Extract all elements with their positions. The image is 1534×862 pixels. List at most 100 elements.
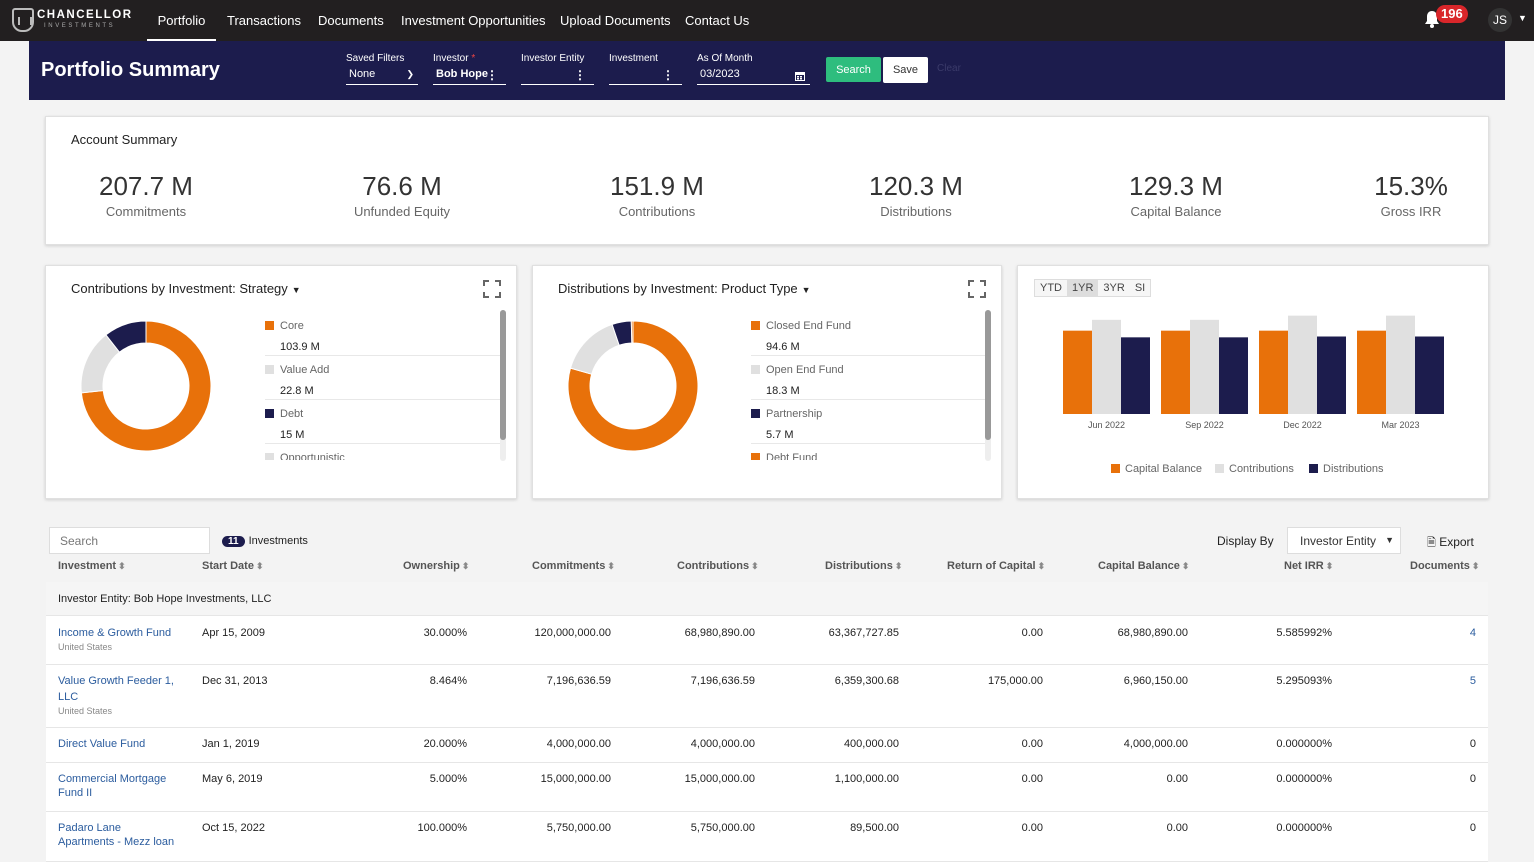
investment-search-input[interactable]: Search <box>49 527 210 554</box>
col-contributions[interactable]: Contributions ⬍ <box>677 560 759 572</box>
table-row[interactable]: Padaro Lane Apartments - Mezz loan Oct 15… <box>46 812 1488 862</box>
bar-contributions[interactable] <box>1386 315 1415 414</box>
chancellor-logo[interactable]: CHANCELLOR INVESTMENTS <box>12 8 132 34</box>
investment-link-cont[interactable]: Apartments - Mezz loan <box>58 836 175 848</box>
donut-slice-debt-fund[interactable] <box>630 320 634 344</box>
chevron-down-icon[interactable]: ▼ <box>1518 13 1527 23</box>
sort-icon[interactable]: ⬍ <box>607 561 615 571</box>
investment-link[interactable]: Income & Growth Fund <box>58 627 172 639</box>
more-options-icon[interactable]: ⋮ <box>574 68 586 82</box>
tab-ytd[interactable]: YTD <box>1035 280 1067 296</box>
export-button[interactable]: 🗎 Export <box>1427 534 1474 553</box>
bar-capital-balance[interactable] <box>1357 330 1386 414</box>
investment-link[interactable]: Padaro Lane <box>58 822 121 834</box>
bar-capital-balance[interactable] <box>1063 330 1092 414</box>
bar-capital-balance[interactable] <box>1259 330 1288 414</box>
display-by-select[interactable]: Investor Entity ▼ <box>1287 527 1401 554</box>
legend-item-partnership[interactable]: Partnership 5.7 M <box>751 400 991 444</box>
nav-contact-us[interactable]: Contact Us <box>685 13 750 28</box>
caret-down-icon[interactable]: ▼ <box>291 285 301 295</box>
col-investment[interactable]: Investment ⬍ <box>58 560 126 572</box>
table-row[interactable]: Direct Value Fund Jan 1, 2019 20.000% 4,… <box>46 728 1488 763</box>
bell-icon[interactable] <box>1424 10 1440 28</box>
col-return-of-capital[interactable]: Return of Capital ⬍ <box>947 560 1045 572</box>
legend-item-opportunistic[interactable]: Opportunistic <box>265 444 505 460</box>
tab-3yr[interactable]: 3YR <box>1098 280 1130 296</box>
investment-select[interactable]: Investment ⋮ <box>609 53 682 85</box>
documents-link[interactable]: 4 <box>1469 627 1476 639</box>
nav-documents[interactable]: Documents <box>318 13 384 28</box>
tab-1yr[interactable]: 1YR <box>1067 280 1099 296</box>
contributions-chart-title[interactable]: Contributions by Investment: Strategy ▼ <box>71 281 301 296</box>
legend-label[interactable]: Capital Balance <box>1125 463 1202 475</box>
sort-icon[interactable]: ⬍ <box>118 561 126 571</box>
col-capital-balance[interactable]: Capital Balance ⬍ <box>1098 560 1189 572</box>
legend-item-debt-fund[interactable]: Debt Fund <box>751 444 991 460</box>
more-options-icon[interactable]: ⋮ <box>662 68 674 82</box>
expand-icon[interactable] <box>968 280 986 298</box>
sort-icon[interactable]: ⬍ <box>1037 561 1046 571</box>
col-net-irr[interactable]: Net IRR ⬍ <box>1284 560 1333 572</box>
legend-item-core[interactable]: Core 103.9 M <box>265 312 505 356</box>
nav-upload-documents[interactable]: Upload Documents <box>560 13 671 28</box>
save-button[interactable]: Save <box>883 57 928 83</box>
user-avatar[interactable]: JS <box>1488 8 1512 32</box>
legend-label[interactable]: Distributions <box>1323 463 1384 475</box>
calendar-icon[interactable] <box>795 71 805 81</box>
investment-link[interactable]: Direct Value Fund <box>58 738 146 750</box>
donut-slice-debt[interactable] <box>105 320 147 353</box>
col-distributions[interactable]: Distributions ⬍ <box>825 560 902 572</box>
sort-icon[interactable]: ⬍ <box>461 561 470 571</box>
contributions-donut-chart[interactable] <box>76 316 216 456</box>
legend-scrollbar[interactable] <box>985 310 991 461</box>
col-commitments[interactable]: Commitments ⬍ <box>532 560 615 572</box>
nav-transactions[interactable]: Transactions <box>227 13 301 28</box>
distributions-chart-title[interactable]: Distributions by Investment: Product Typ… <box>558 281 811 296</box>
donut-slice-core[interactable] <box>80 320 212 452</box>
tab-si[interactable]: SI <box>1129 280 1151 296</box>
table-row[interactable]: Value Growth Feeder 1, LLC United States D… <box>46 665 1488 728</box>
sort-icon[interactable]: ⬍ <box>751 561 759 571</box>
legend-scrollbar[interactable] <box>500 310 506 461</box>
distributions-donut-chart[interactable] <box>563 316 703 456</box>
donut-slice-open-end-fund[interactable] <box>569 323 620 375</box>
bar-capital-balance[interactable] <box>1161 330 1190 414</box>
bar-contributions[interactable] <box>1092 319 1121 414</box>
search-button[interactable]: Search <box>826 57 881 82</box>
investment-link[interactable]: Value Growth Feeder 1, <box>58 675 174 687</box>
bar-distributions[interactable] <box>1317 336 1346 415</box>
bar-distributions[interactable] <box>1121 337 1150 414</box>
investment-link[interactable]: Commercial Mortgage <box>58 773 167 785</box>
sort-icon[interactable]: ⬍ <box>1181 561 1190 571</box>
more-options-icon[interactable]: ⋮ <box>486 68 498 82</box>
legend-item-debt[interactable]: Debt 15 M <box>265 400 505 444</box>
sort-icon[interactable]: ⬍ <box>1471 561 1480 571</box>
sort-icon[interactable]: ⬍ <box>1325 561 1334 571</box>
bar-contributions[interactable] <box>1190 319 1219 414</box>
table-row[interactable]: Income & Growth Fund United States Apr 15… <box>46 617 1488 665</box>
col-ownership[interactable]: Ownership ⬍ <box>403 560 469 572</box>
table-row[interactable]: Commercial Mortgage Fund II May 6, 2019 5… <box>46 763 1488 812</box>
nav-portfolio[interactable]: Portfolio <box>147 0 216 41</box>
col-documents[interactable]: Documents ⬍ <box>1410 560 1479 572</box>
investment-link-cont[interactable]: LLC <box>58 691 79 703</box>
bar-contributions[interactable] <box>1288 315 1317 414</box>
legend-item-closed-end-fund[interactable]: Closed End Fund 94.6 M <box>751 312 991 356</box>
as-of-month-picker[interactable]: As Of Month 03/2023 <box>697 53 810 85</box>
legend-label[interactable]: Contributions <box>1229 463 1294 475</box>
caret-down-icon[interactable]: ▼ <box>801 285 811 295</box>
notification-count-badge[interactable]: 196 <box>1436 5 1468 23</box>
legend-item-value-add[interactable]: Value Add 22.8 M <box>265 356 505 400</box>
col-start-date[interactable]: Start Date ⬍ <box>202 560 264 572</box>
investor-select[interactable]: Investor * Bob Hope ⋮ <box>433 53 506 85</box>
group-row[interactable]: Investor Entity: Bob Hope Investments, L… <box>46 582 1488 616</box>
legend-item-open-end-fund[interactable]: Open End Fund 18.3 M <box>751 356 991 400</box>
clear-button[interactable]: Clear <box>937 63 961 74</box>
sort-icon[interactable]: ⬍ <box>894 561 903 571</box>
performance-bar-chart[interactable]: Jun 2022 Sep 2022 Dec 2022 Mar 2023 Capital … <box>1018 266 1488 498</box>
investor-entity-select[interactable]: Investor Entity ⋮ <box>521 53 594 85</box>
saved-filters-select[interactable]: Saved Filters None ❯ <box>346 53 418 85</box>
bar-distributions[interactable] <box>1415 336 1444 415</box>
documents-link[interactable]: 5 <box>1469 675 1476 687</box>
nav-investment-opportunities[interactable]: Investment Opportunities <box>401 13 546 28</box>
